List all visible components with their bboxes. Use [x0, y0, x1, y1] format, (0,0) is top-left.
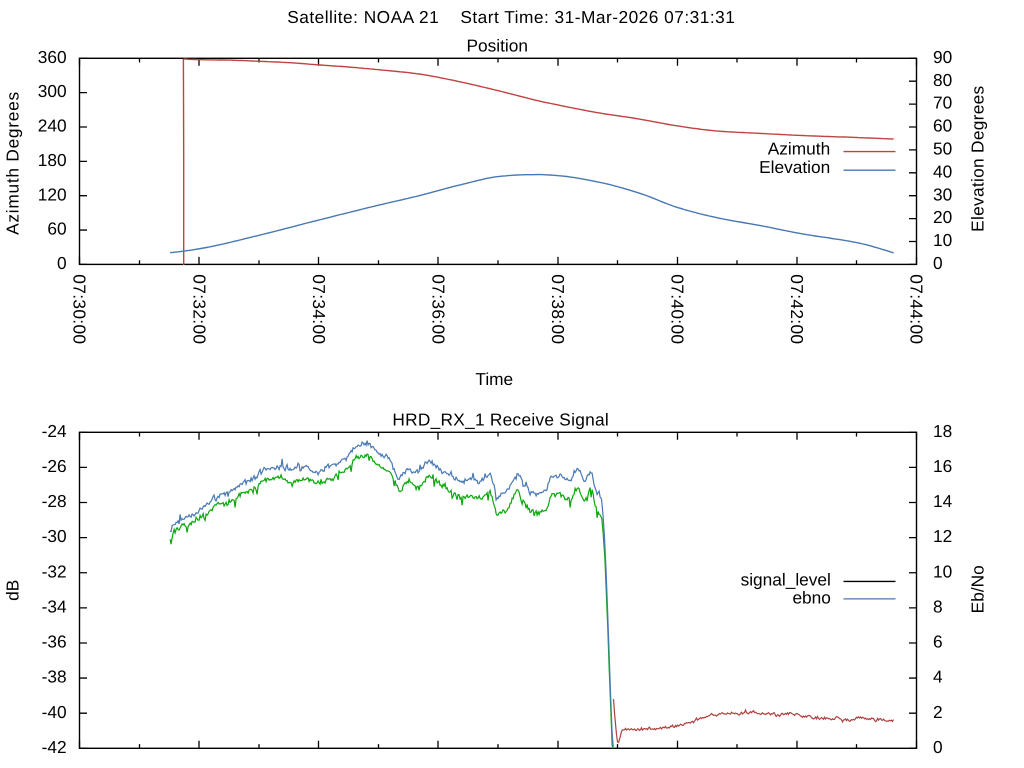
svg-text:07:38:00: 07:38:00 [548, 274, 568, 344]
svg-text:-32: -32 [42, 561, 67, 581]
svg-text:10: 10 [933, 230, 952, 250]
svg-text:360: 360 [38, 47, 67, 67]
svg-text:Elevation: Elevation [759, 157, 830, 177]
svg-text:Satellite: NOAA 21 Start Ti: Satellite: NOAA 21 Start Time: 31-Mar-20… [287, 7, 735, 27]
svg-text:18: 18 [933, 421, 952, 441]
svg-text:07:30:00: 07:30:00 [70, 274, 90, 344]
svg-text:signal_level: signal_level [741, 569, 831, 589]
svg-text:300: 300 [38, 81, 67, 101]
svg-text:07:44:00: 07:44:00 [907, 274, 927, 344]
svg-text:120: 120 [38, 184, 67, 204]
svg-text:240: 240 [38, 116, 67, 136]
svg-text:70: 70 [933, 93, 952, 113]
svg-text:40: 40 [933, 161, 952, 181]
svg-text:-24: -24 [42, 421, 67, 441]
svg-text:16: 16 [933, 456, 952, 476]
svg-text:12: 12 [933, 526, 952, 546]
svg-text:-26: -26 [42, 456, 67, 476]
svg-text:8: 8 [933, 597, 943, 617]
svg-text:07:40:00: 07:40:00 [668, 274, 688, 344]
svg-text:Elevation Degrees: Elevation Degrees [967, 85, 987, 231]
svg-text:50: 50 [933, 139, 952, 159]
svg-text:0: 0 [57, 253, 67, 273]
svg-text:-36: -36 [42, 632, 67, 652]
svg-text:20: 20 [933, 207, 952, 227]
svg-text:60: 60 [933, 116, 952, 136]
svg-text:4: 4 [933, 667, 943, 687]
svg-text:180: 180 [38, 150, 67, 170]
svg-text:Eb/No: Eb/No [967, 565, 987, 613]
svg-text:-42: -42 [42, 737, 67, 757]
svg-text:14: 14 [933, 491, 953, 511]
svg-text:0: 0 [933, 253, 943, 273]
svg-text:Azimuth: Azimuth [768, 139, 830, 159]
svg-text:80: 80 [933, 70, 952, 90]
svg-text:-38: -38 [42, 667, 67, 687]
svg-text:ebno: ebno [792, 587, 830, 607]
svg-text:dB: dB [3, 580, 23, 601]
svg-text:0: 0 [933, 737, 943, 757]
svg-text:Azimuth Degrees: Azimuth Degrees [2, 91, 22, 235]
svg-text:07:36:00: 07:36:00 [428, 274, 448, 344]
svg-text:Position: Position [466, 36, 527, 56]
svg-text:30: 30 [933, 184, 952, 204]
svg-text:60: 60 [47, 219, 66, 239]
svg-text:2: 2 [933, 702, 943, 722]
svg-text:-28: -28 [42, 491, 67, 511]
svg-text:-30: -30 [42, 526, 67, 546]
svg-text:-34: -34 [42, 597, 67, 617]
svg-text:Time: Time [475, 369, 513, 389]
svg-text:07:34:00: 07:34:00 [309, 274, 329, 344]
svg-text:HRD_RX_1 Receive Signal: HRD_RX_1 Receive Signal [392, 410, 609, 430]
svg-text:10: 10 [933, 561, 952, 581]
svg-text:07:32:00: 07:32:00 [189, 274, 209, 344]
svg-text:6: 6 [933, 632, 943, 652]
svg-text:90: 90 [933, 47, 952, 67]
svg-text:-40: -40 [42, 702, 67, 722]
svg-text:07:42:00: 07:42:00 [787, 274, 807, 344]
